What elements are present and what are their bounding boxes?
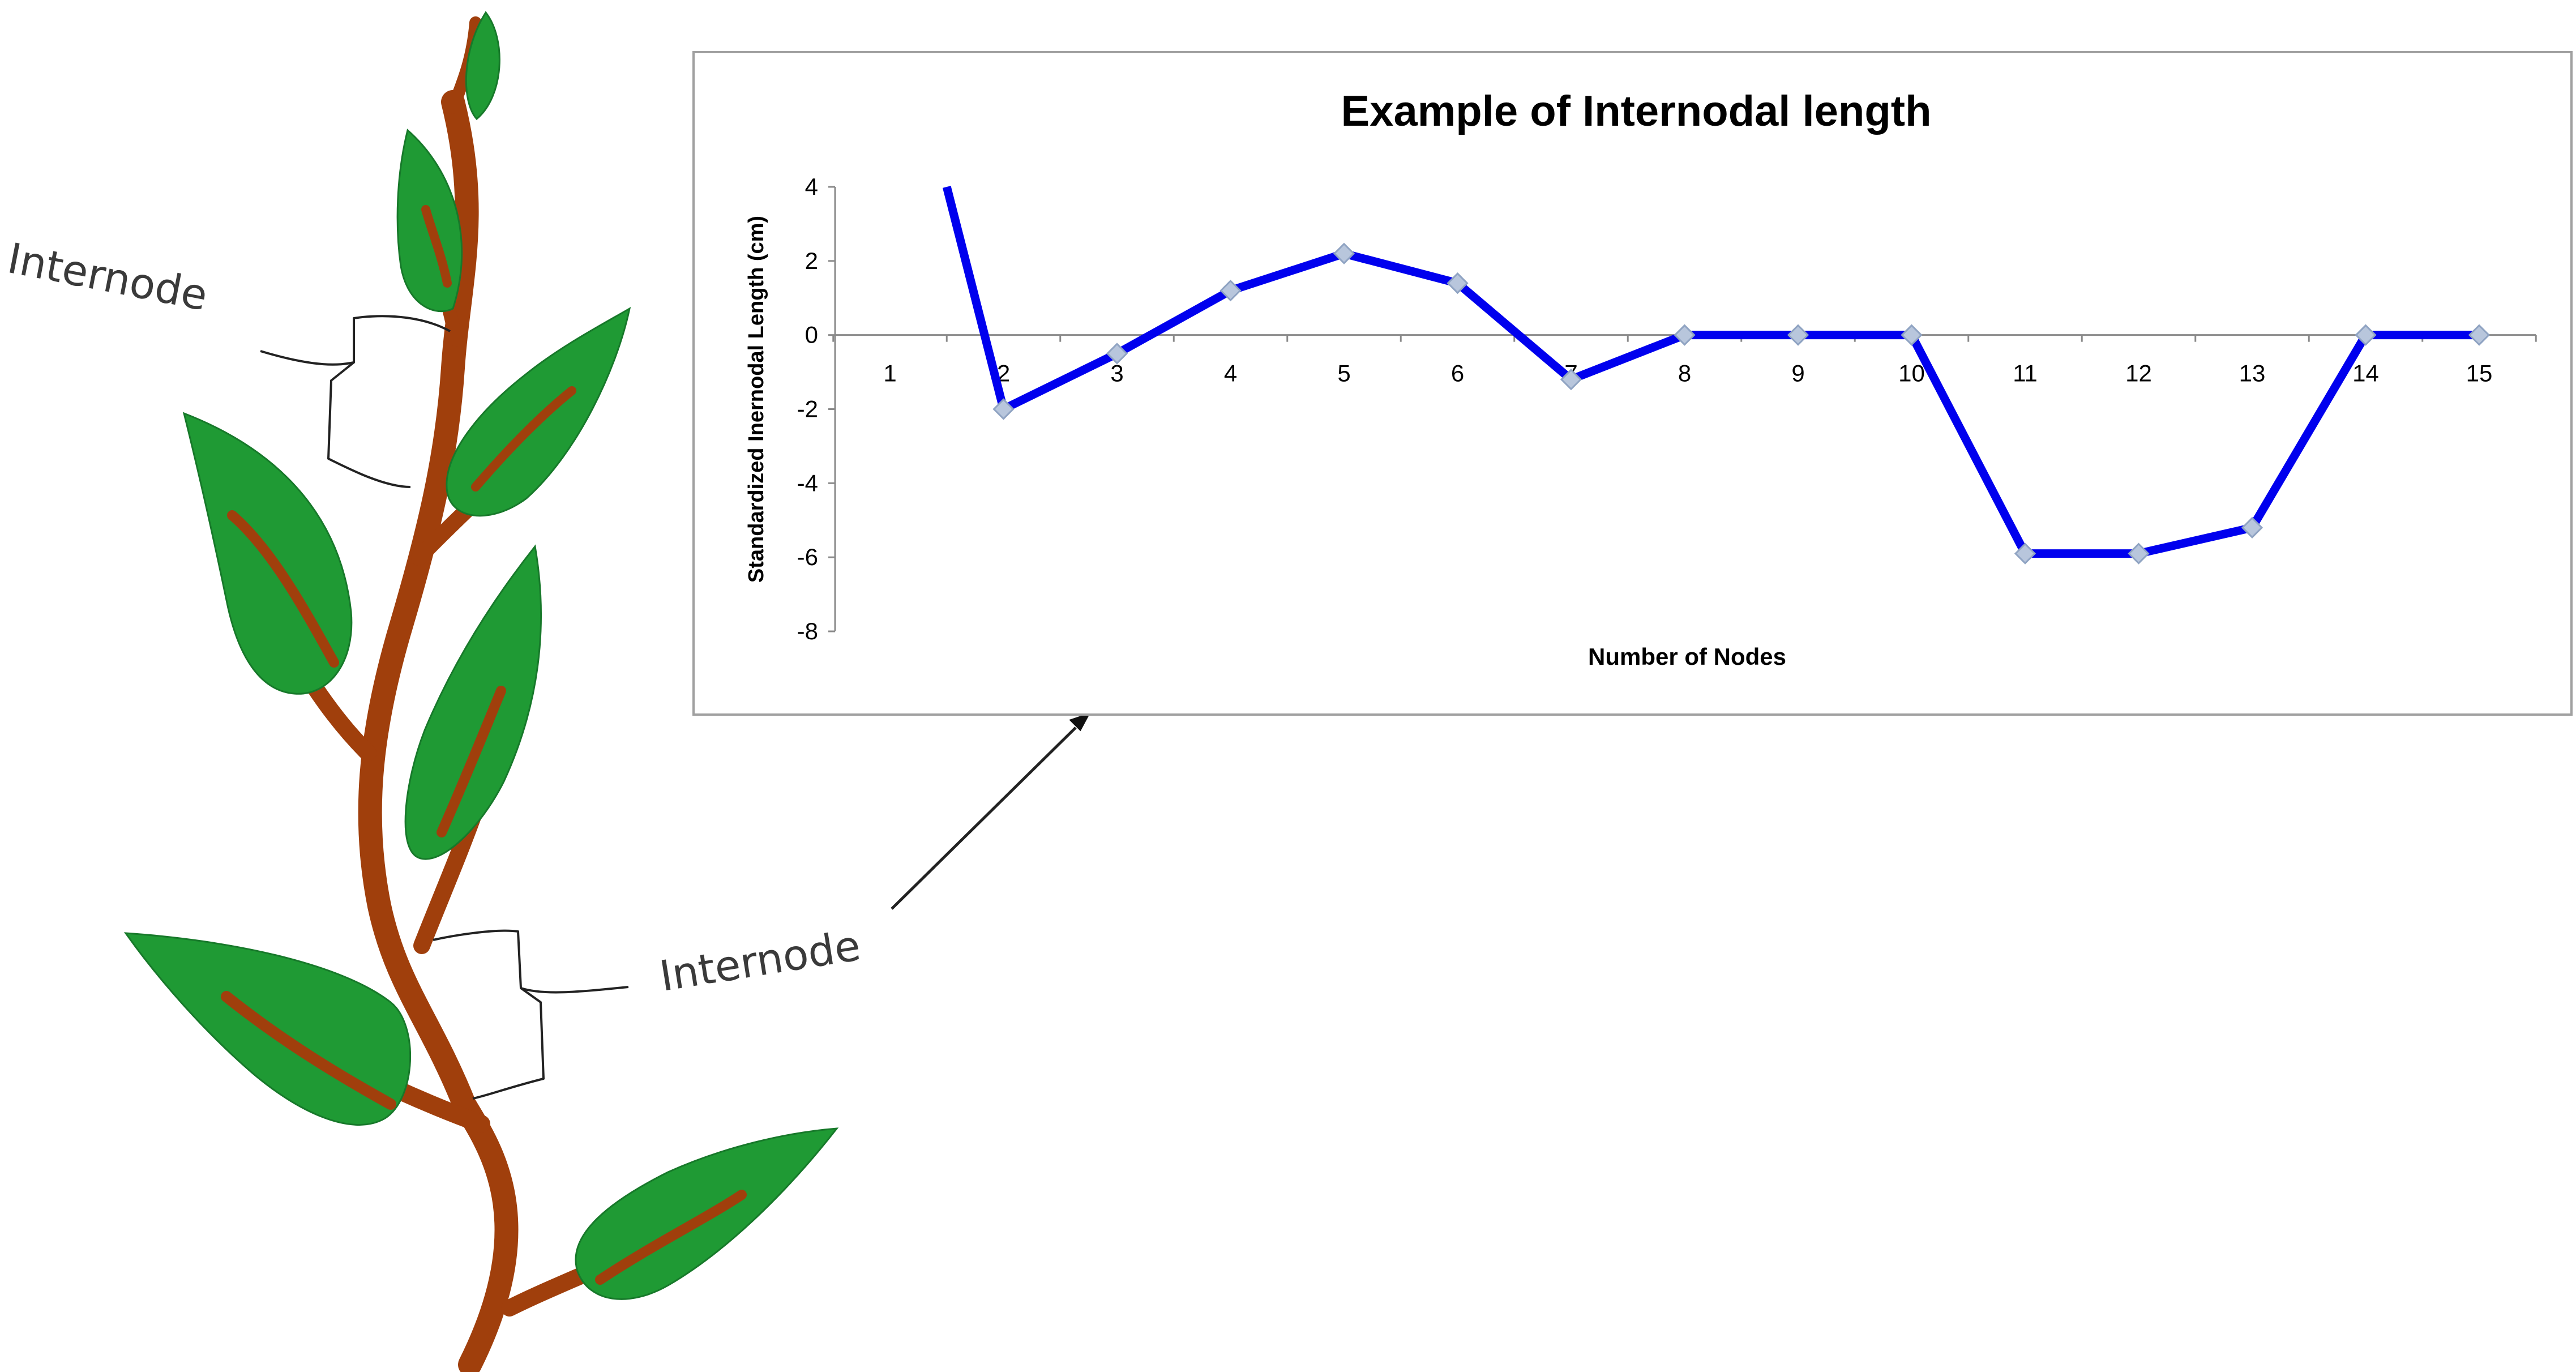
chart-plot-area (942, 186, 2491, 565)
y-tick-label: -4 (797, 469, 818, 496)
data-point-marker (1106, 343, 1128, 365)
x-tick-label: 3 (1110, 360, 1123, 387)
arrow-head-icon (1069, 712, 1091, 732)
leaf-mid-right (404, 544, 542, 860)
leaf-top (465, 11, 500, 121)
x-tick-label: 9 (1791, 360, 1804, 387)
arrow-shaft (891, 726, 1077, 910)
data-point-marker (1447, 272, 1469, 294)
pointer-arrow (891, 712, 1091, 910)
y-tick-label: -6 (797, 544, 818, 570)
internode-label-bottom: Internode (656, 921, 863, 1001)
x-tick-label: 8 (1678, 360, 1691, 387)
data-point-marker (1901, 324, 1923, 346)
y-tick-label: -8 (797, 618, 818, 644)
x-tick-label: 11 (2013, 360, 2038, 387)
midrib-upper-left (421, 205, 452, 288)
bracket-bottom (433, 929, 629, 1100)
x-tick-label: 12 (2125, 360, 2152, 387)
chart-title: Example of Internodal length (1341, 87, 1932, 135)
midrib-lower-right (595, 1190, 747, 1285)
midrib-mid-right (437, 686, 506, 837)
data-point-marker (1787, 324, 1809, 346)
y-tick-label: 0 (805, 322, 818, 348)
y-tick-label: -2 (797, 396, 818, 422)
internode-label-top: Internode (4, 234, 212, 320)
data-point-marker (2128, 542, 2150, 565)
x-tick-label: 4 (1224, 360, 1237, 387)
x-tick-label: 15 (2466, 360, 2493, 387)
bracket-top (260, 315, 451, 488)
x-tick-label: 6 (1451, 360, 1464, 387)
internode-brackets (260, 315, 629, 1100)
leaf-midribs (221, 205, 747, 1285)
data-point-marker (1560, 369, 1582, 391)
x-tick-label: 5 (1337, 360, 1350, 387)
data-point-marker (1674, 324, 1696, 346)
x-tick-label: 14 (2352, 360, 2379, 387)
data-point-marker (992, 398, 1015, 420)
x-axis-title: Number of Nodes (1588, 643, 1786, 670)
data-point-marker (1219, 280, 1242, 302)
x-tick-label: 10 (1898, 360, 1925, 387)
y-axis-title: Standardized Inernodal Length (cm) (744, 216, 768, 583)
data-point-marker (1333, 242, 1355, 264)
chart-frame (692, 51, 2573, 716)
y-tick-label: 2 (805, 247, 818, 274)
x-tick-label: 13 (2239, 360, 2266, 387)
midrib-mid-left (227, 510, 339, 668)
midrib-lower-left (221, 991, 396, 1110)
data-point-marker (2355, 324, 2377, 346)
chart: Example of Internodal length 4 2 0 -2 -4 -6 -8… (692, 51, 2573, 716)
y-tick-label: 4 (805, 173, 818, 200)
data-point-marker (2014, 542, 2036, 565)
data-point-marker (2468, 324, 2491, 346)
data-point-marker (2241, 516, 2263, 538)
midrib-upper-right (471, 386, 576, 491)
x-tick-label: 1 (883, 360, 896, 387)
